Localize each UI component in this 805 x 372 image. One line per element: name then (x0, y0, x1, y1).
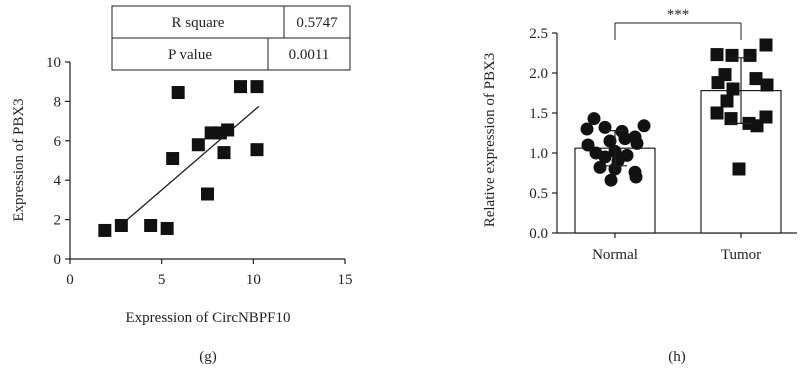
scatter-y-tick-label: 2 (54, 213, 62, 229)
scatter-x-tick-label: 10 (246, 272, 261, 288)
normal-point (598, 150, 612, 164)
bar-points (580, 38, 774, 187)
p-value-label: P value (168, 47, 212, 63)
bar-y-tick-label: 0.5 (529, 186, 548, 202)
tumor-point (720, 94, 734, 108)
bar-y-axis-label: Relative expression of PBX3 (482, 53, 498, 228)
scatter-y-tick-label: 10 (46, 55, 61, 71)
scatter-y-tick-label: 4 (54, 173, 62, 189)
normal-point (581, 138, 595, 152)
normal-point (603, 134, 617, 148)
bar-y-tick-label: 1.0 (529, 146, 548, 162)
bar-y-tick-label: 0.0 (529, 226, 548, 242)
r-square-value: 0.5747 (296, 15, 338, 31)
tumor-point (724, 112, 738, 126)
panel-label-g: (g) (199, 349, 217, 365)
scatter-y-tick-label: 8 (54, 94, 62, 110)
normal-point (618, 132, 632, 146)
error-bars (603, 57, 753, 167)
normal-point (637, 119, 651, 133)
scatter-point (217, 146, 231, 160)
tumor-point (759, 38, 773, 52)
tumor-point (760, 78, 774, 92)
bar-category-label: Normal (592, 247, 638, 263)
scatter-y-tick-label: 6 (54, 134, 62, 150)
scatter-x-tick-label: 0 (66, 272, 74, 288)
panel-label-h: (h) (668, 349, 686, 365)
normal-point (580, 122, 594, 136)
bar-category-label: Tumor (721, 247, 761, 263)
bar-y-tick-label: 2.0 (529, 66, 548, 82)
tumor-point (743, 48, 757, 62)
scatter-point (171, 86, 185, 100)
tumor-point (710, 48, 724, 62)
tumor-point (726, 82, 740, 96)
scatter-point (144, 219, 158, 233)
scatter-x-axis-label: Expression of CircNBPF10 (126, 310, 291, 326)
scatter-point (221, 123, 235, 137)
scatter-point (114, 219, 128, 233)
p-value-value: 0.0011 (289, 47, 330, 63)
scatter-point (160, 221, 174, 235)
scatter-points (98, 80, 264, 237)
regression-line (115, 105, 260, 230)
significance-stars: *** (667, 7, 690, 23)
bar-x-ticks: Normal Tumor (592, 233, 761, 263)
normal-point (630, 136, 644, 150)
normal-point (604, 173, 618, 187)
scatter-panel: R square 0.5747 P value 0.0011 0 2 4 6 8 10 0… (11, 5, 353, 365)
scatter-x-tick-label: 5 (158, 272, 166, 288)
r-square-label: R square (172, 15, 225, 31)
scatter-x-tick-label: 15 (338, 272, 353, 288)
normal-point (598, 120, 612, 134)
stats-table-border-bottom (111, 37, 351, 71)
scatter-point (98, 223, 112, 237)
tumor-point (732, 162, 746, 176)
normal-point (629, 170, 643, 184)
bar-y-tick-label: 1.5 (529, 106, 548, 122)
tumor-point (749, 72, 763, 86)
scatter-y-axis-label: Expression of PBX3 (11, 98, 27, 221)
scatter-point (234, 80, 247, 94)
tumor-point (750, 119, 764, 133)
normal-point (593, 160, 607, 174)
stats-table: R square 0.5747 P value 0.0011 (111, 5, 351, 71)
scatter-point (166, 152, 180, 166)
tumor-point (710, 106, 724, 120)
tumor-point (725, 48, 739, 62)
scatter-point (191, 138, 205, 152)
tumor-point (711, 76, 725, 90)
scatter-x-ticks: 0 5 10 15 (66, 259, 353, 288)
bar-y-ticks: 0.0 0.5 1.0 1.5 2.0 2.5 (529, 26, 557, 242)
scatter-point (250, 80, 264, 94)
bar-y-tick-label: 2.5 (529, 26, 548, 42)
scatter-point (250, 143, 264, 157)
scatter-point (201, 187, 214, 201)
normal-point (587, 112, 601, 126)
scatter-y-ticks: 0 2 4 6 8 10 (46, 55, 70, 268)
scatter-y-tick-label: 0 (54, 252, 62, 268)
bar-panel: 0.0 0.5 1.0 1.5 2.0 2.5 Normal Tumor *** Relat… (482, 7, 797, 365)
significance-bracket: *** (614, 7, 742, 40)
